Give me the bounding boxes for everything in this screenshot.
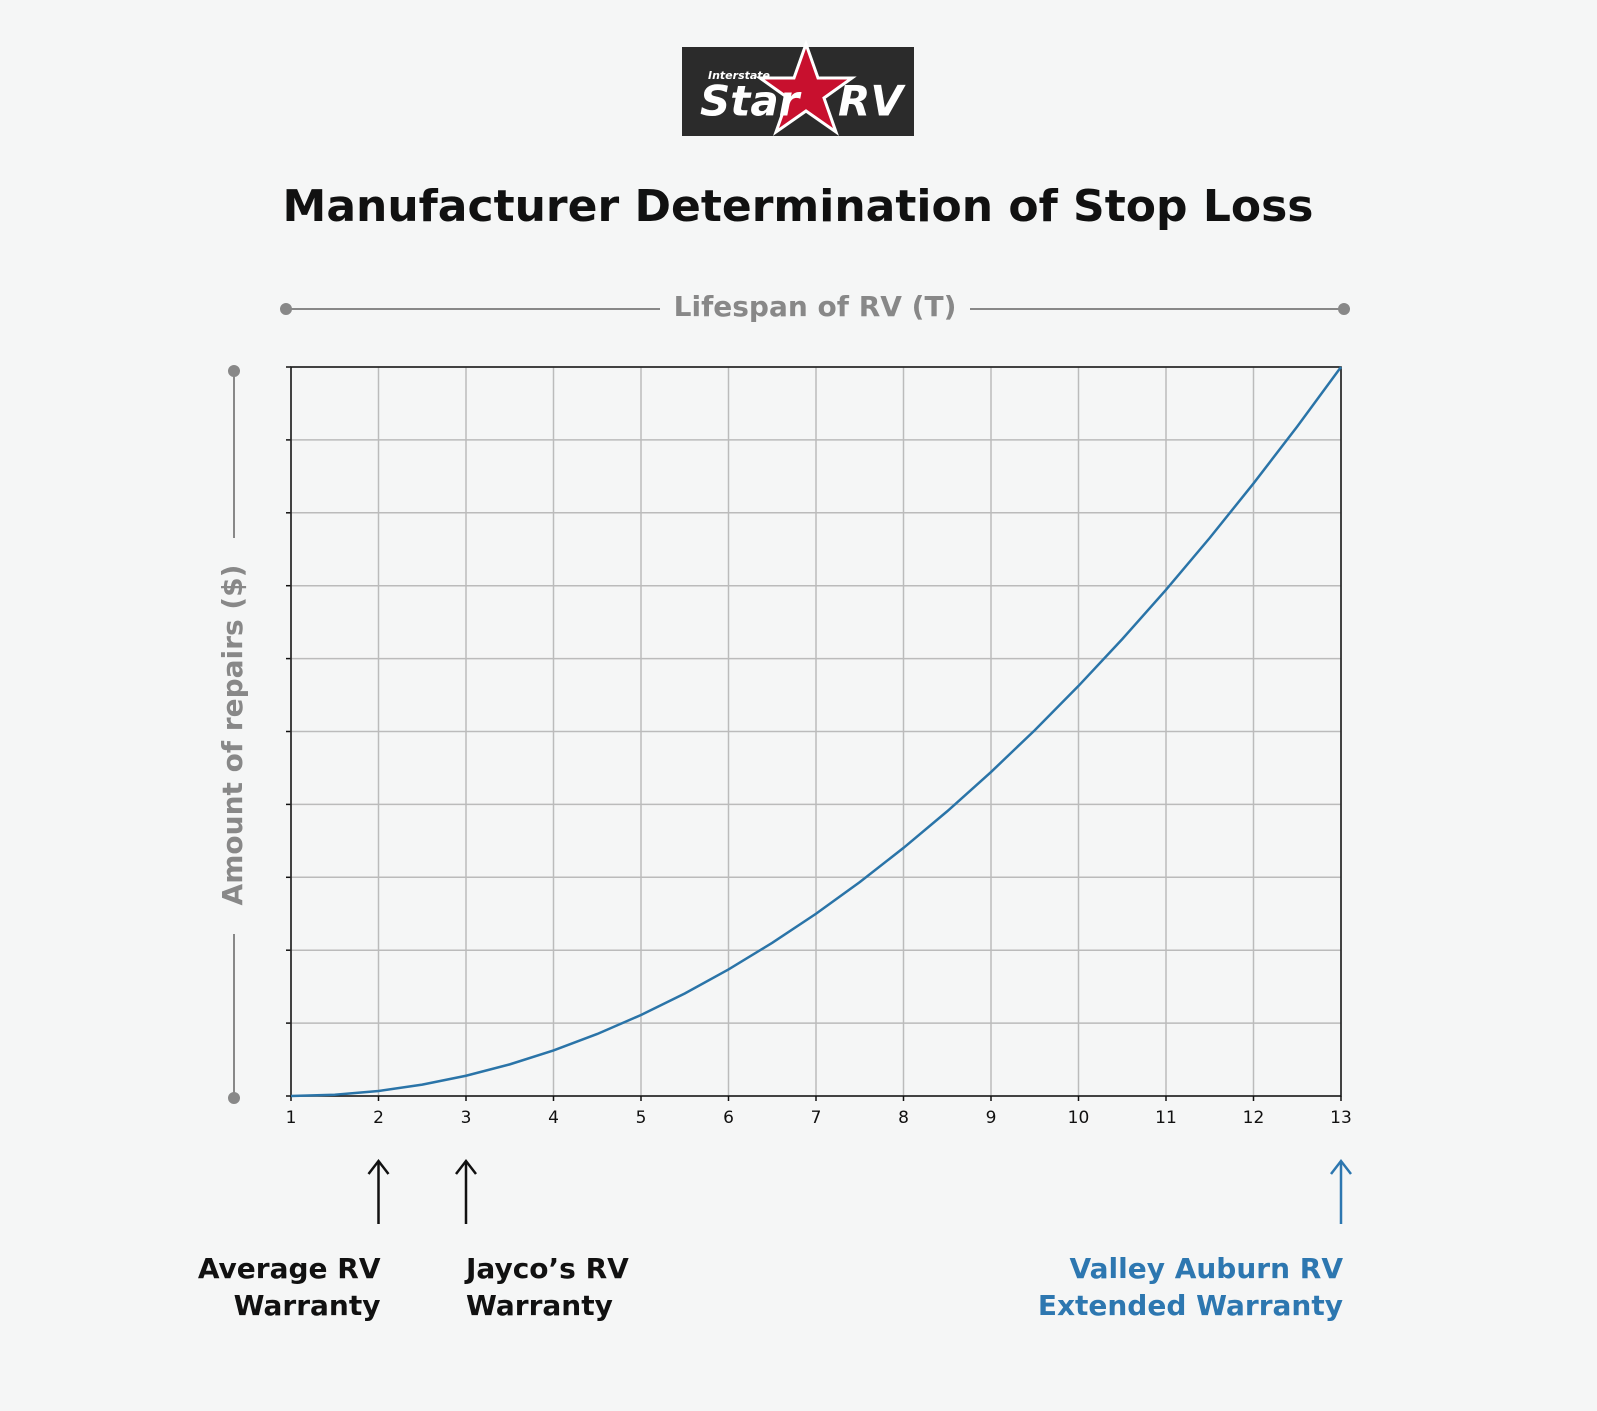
annotation-text: Jayco’s RV bbox=[464, 1252, 629, 1285]
x-tick-label: 11 bbox=[1155, 1108, 1177, 1128]
annotation-text: Valley Auburn RV bbox=[1069, 1252, 1343, 1285]
plot-frame bbox=[290, 366, 1342, 1097]
logo-star bbox=[755, 39, 857, 136]
x-tick-label: 3 bbox=[461, 1108, 472, 1128]
arrow-head bbox=[1330, 1158, 1352, 1175]
logo-small: Interstate bbox=[708, 69, 771, 82]
decor-dot bbox=[228, 365, 240, 377]
logo-left: Star bbox=[700, 77, 802, 126]
x-tick-label: 1 bbox=[286, 1108, 297, 1128]
x-tick-label: 4 bbox=[548, 1108, 559, 1128]
x-tick-label: 6 bbox=[723, 1108, 734, 1128]
annotation-text: Extended Warranty bbox=[1038, 1289, 1343, 1322]
y-axis-title: Amount of repairs ($) bbox=[216, 565, 249, 906]
decor-dot bbox=[280, 303, 292, 315]
data-line bbox=[290, 366, 1343, 1098]
x-axis-title-decor bbox=[280, 303, 1350, 315]
x-tick-label: 12 bbox=[1243, 1108, 1265, 1128]
y-axis-title-decor bbox=[228, 365, 240, 1104]
arrow-head bbox=[367, 1158, 390, 1175]
chart-title: Manufacturer Determination of Stop Loss bbox=[283, 181, 1314, 232]
decor-dot bbox=[1338, 303, 1350, 315]
x-tick-label: 10 bbox=[1068, 1108, 1090, 1128]
x-tick-label: 13 bbox=[1330, 1108, 1352, 1128]
x-tick-label: 8 bbox=[898, 1108, 909, 1128]
annotation-text: Warranty bbox=[466, 1289, 613, 1322]
x-tick-label: 9 bbox=[986, 1108, 997, 1128]
annotation-text: Average RV bbox=[198, 1252, 381, 1285]
arrow-head bbox=[455, 1158, 477, 1175]
logo-right: RV bbox=[838, 77, 906, 126]
x-axis-title: Lifespan of RV (T) bbox=[674, 290, 957, 323]
logo: Interstate Star RV bbox=[682, 39, 914, 136]
x-tick-label: 5 bbox=[636, 1108, 647, 1128]
x-tick-label: 2 bbox=[373, 1108, 384, 1128]
annotation-text: Warranty bbox=[234, 1289, 381, 1322]
decor-dot bbox=[228, 1092, 240, 1104]
x-tick-label: 7 bbox=[811, 1108, 822, 1128]
